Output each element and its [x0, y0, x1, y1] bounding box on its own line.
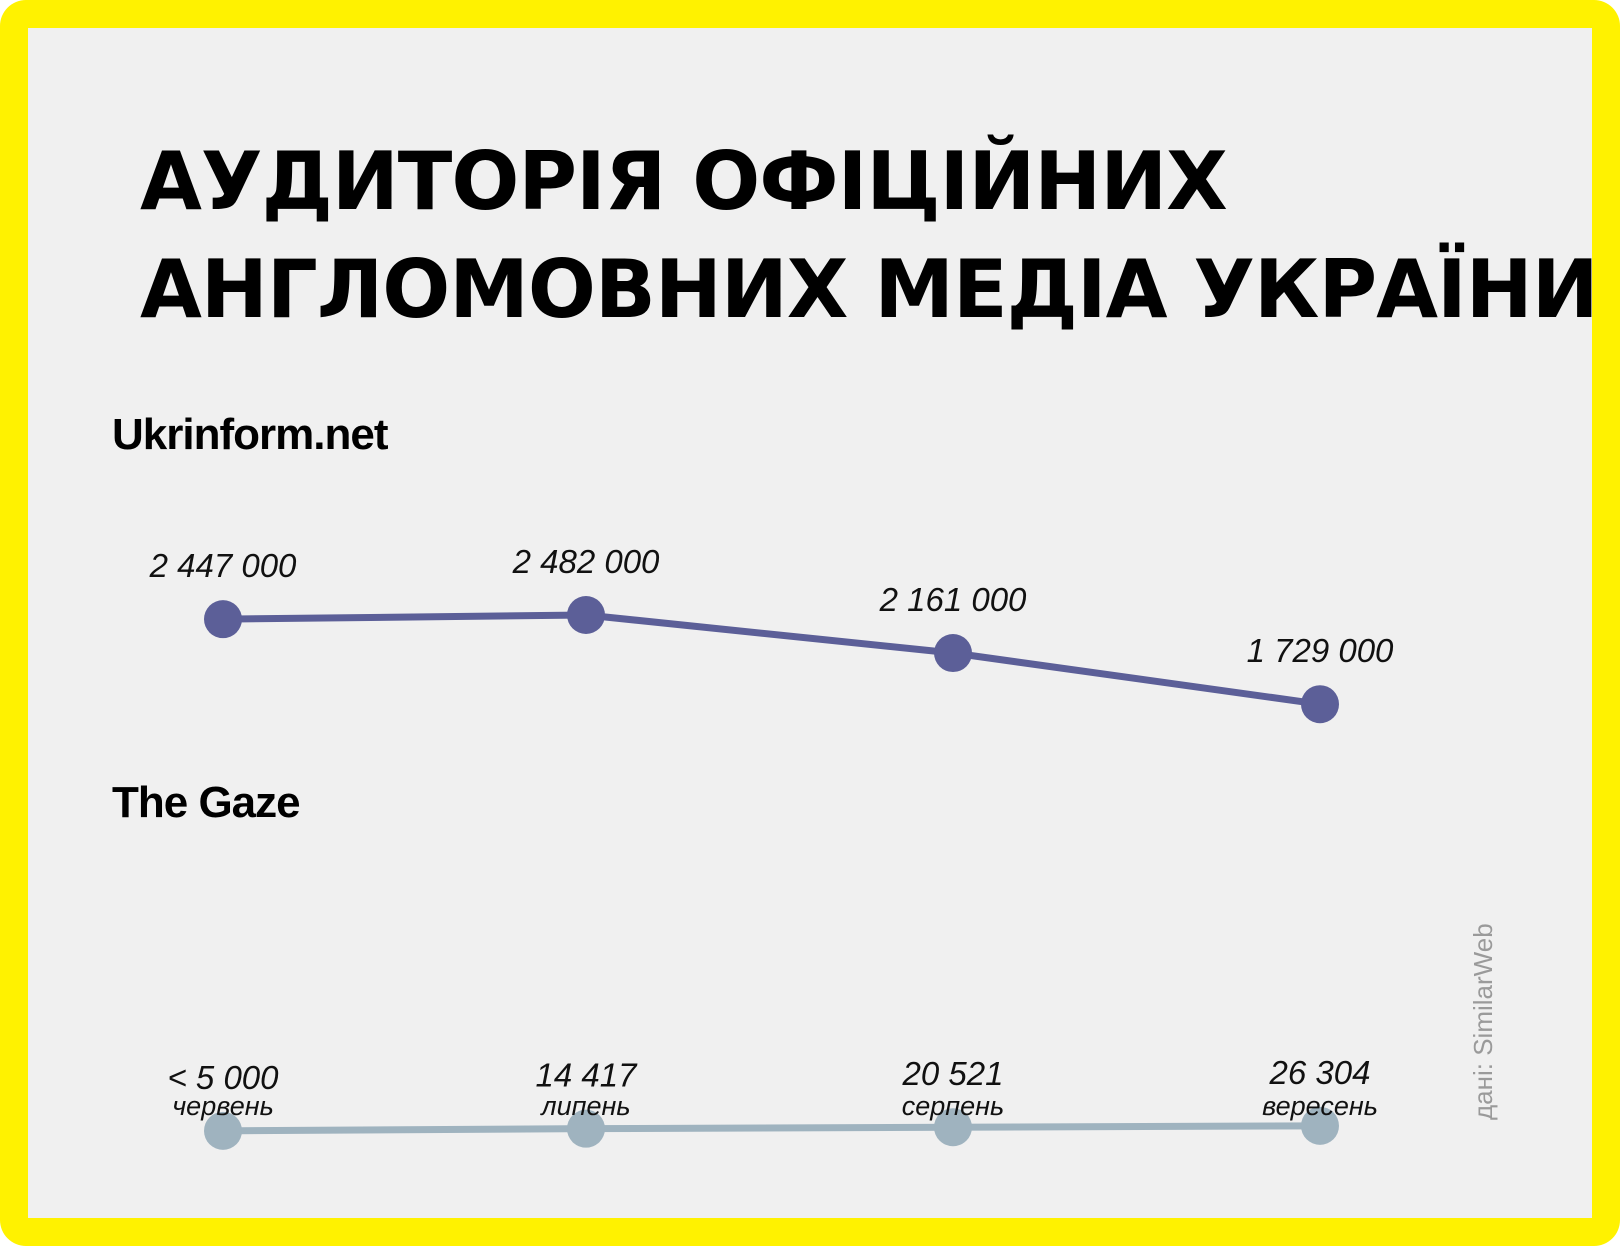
gaze-value-label-4: 26 304 [1269, 1054, 1371, 1091]
month-label-1: червень [172, 1091, 274, 1121]
gaze-section-title: The Gaze [112, 778, 301, 827]
month-label-3: серпень [902, 1091, 1004, 1121]
ukrinform-point-4 [1301, 685, 1339, 724]
ukrinform-point-3 [934, 634, 972, 673]
gaze-value-label-2: 14 417 [536, 1057, 639, 1094]
gaze-point-3 [934, 1108, 972, 1147]
page-title: АУДИТОРІЯ ОФІЦІЙНИХ АНГЛОМОВНИХ МЕДІА УК… [140, 128, 1598, 344]
gaze-value-label-3: 20 521 [902, 1055, 1004, 1092]
gaze-series-line [222, 1122, 1321, 1135]
gaze-value-label-1: < 5 000 [167, 1059, 279, 1096]
gaze-point-4 [1301, 1106, 1339, 1145]
month-label-2: липень [539, 1091, 630, 1121]
ukrinform-value-label-1: 2 447 000 [149, 547, 297, 584]
ukrinform-value-label-3: 2 161 000 [879, 581, 1027, 618]
ukrinform-section-title: Ukrinform.net [112, 410, 388, 459]
title-line-2: АНГЛОМОВНИХ МЕДІА УКРАЇНИ [140, 243, 1598, 336]
gaze-point-2 [567, 1109, 605, 1148]
gaze-point-1 [204, 1111, 242, 1150]
title-line-1: АУДИТОРІЯ ОФІЦІЙНИХ [140, 135, 1228, 228]
month-label-4: вересень [1262, 1091, 1378, 1121]
ukrinform-point-2 [567, 596, 605, 634]
source-note: дані: SimilarWeb [1468, 923, 1498, 1120]
ukrinform-value-label-2: 2 482 000 [512, 543, 660, 580]
ukrinform-value-label-4: 1 729 000 [1247, 632, 1394, 669]
ukrinform-point-1 [204, 600, 242, 639]
ukrinform-series-line [222, 611, 1321, 708]
